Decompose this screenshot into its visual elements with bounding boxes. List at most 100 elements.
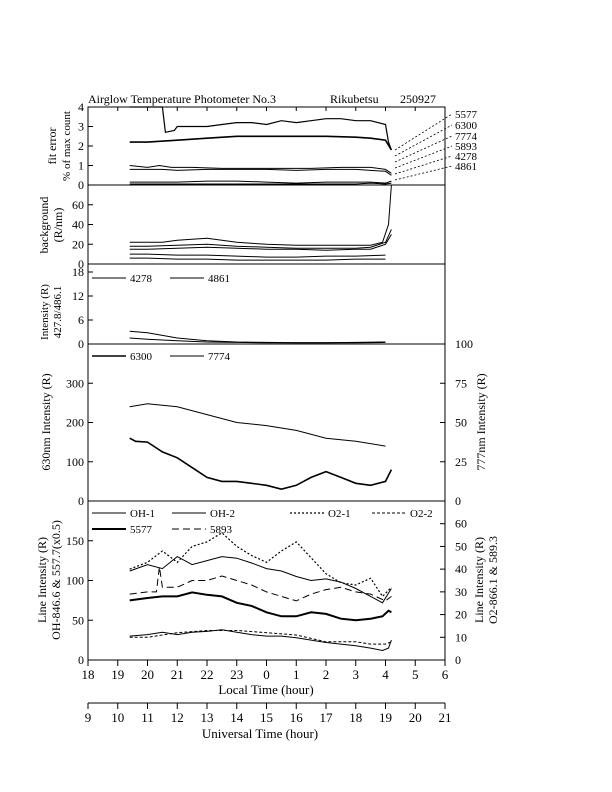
bg-series-bg-5 [129, 257, 386, 261]
line-ytick-label-right: 10 [455, 630, 467, 644]
ut-tick-label: 18 [349, 710, 362, 725]
fit-leader-4278 [394, 155, 453, 175]
bg-series-bg-1 [129, 184, 392, 246]
ut-tick-label: 16 [290, 710, 304, 725]
red-legend-6300: 6300 [130, 351, 153, 363]
fit-ytick-label: 1 [78, 159, 84, 173]
line-series-o2-2 [129, 630, 392, 645]
y-ticks: 0123402040600612180100200300025507510005… [66, 100, 473, 667]
fit-ytick-label: 0 [78, 178, 84, 192]
local-time-axis: 18 19 20 21 22 23 0 1 2 3 4 5 6 [82, 107, 449, 682]
fit-legend-4278: 4278 [455, 151, 478, 163]
lt-tick-label: 1 [293, 667, 300, 682]
ut-tick-label: 10 [111, 710, 124, 725]
line-ylabel-right: Line Intensity (R) [472, 537, 486, 623]
lt-tick-label: 20 [141, 667, 154, 682]
red-ytick-label: 0 [78, 494, 84, 508]
red-ytick-label-right: 50 [455, 416, 467, 430]
blue-ytick-label: 18 [72, 265, 84, 279]
blue-series-4861 [129, 337, 386, 344]
blue-ytick-label: 6 [78, 313, 84, 327]
ut-tick-label: 9 [85, 710, 92, 725]
red-ylabel: 630nm Intensity (R) [39, 373, 53, 470]
fit-ylabel2: % of max count [61, 111, 73, 181]
line-series-oh-1 [129, 629, 392, 652]
fit-legend-6300: 6300 [455, 120, 478, 132]
red-series-7774 [129, 403, 386, 447]
fit-series-4861 [129, 182, 392, 185]
bg-ytick-label: 0 [78, 257, 84, 271]
red-ytick-label: 100 [66, 455, 84, 469]
line-ytick-label-right: 20 [455, 608, 467, 622]
ut-tick-label: 17 [320, 710, 334, 725]
line-ytick-label: 150 [66, 534, 84, 548]
lt-tick-label: 18 [82, 667, 95, 682]
line-ytick-label-right: 0 [455, 653, 461, 667]
line-ytick-label: 50 [72, 613, 84, 627]
ut-tick-label: 21 [439, 710, 452, 725]
red-ytick-label-right: 25 [455, 455, 467, 469]
lt-tick-label: 21 [171, 667, 184, 682]
red-ytick-label-right: 100 [455, 337, 473, 351]
lt-tick-label: 6 [442, 667, 449, 682]
bg-series-bg-3 [129, 234, 392, 251]
line-ytick-label-right: 30 [455, 585, 467, 599]
fit-panel-frame [87, 106, 446, 186]
fit-series-4278 [129, 180, 392, 184]
line-legend-o2-2: O2-2 [410, 508, 433, 520]
chart-date: 250927 [400, 92, 436, 106]
fit-leader-6300 [394, 124, 453, 157]
line-series-o2-1 [129, 532, 392, 598]
fit-ytick-label: 4 [78, 100, 84, 114]
line-legend-5893: 5893 [210, 524, 233, 536]
fit-series-6300 [129, 135, 393, 151]
fit-series-7774 [129, 164, 392, 174]
red-legend-7774: 7774 [208, 351, 231, 363]
lt-tick-label: 19 [111, 667, 124, 682]
blue-ylabel2: 427.8/486.1 [52, 286, 64, 339]
line-series-5577 [129, 591, 392, 622]
ut-tick-label: 11 [141, 710, 154, 725]
line-ytick-label: 100 [66, 574, 84, 588]
bg-panel-frame [87, 184, 446, 265]
blue-legend-4861: 4861 [208, 273, 230, 285]
bg-ytick-label: 60 [72, 198, 84, 212]
fit-series-5577 [129, 106, 392, 151]
lt-tick-label: 5 [412, 667, 419, 682]
line-legend-o2-1: O2-1 [328, 508, 351, 520]
fit-ylabel: fit error [45, 128, 59, 165]
lt-tick-label: 23 [230, 667, 243, 682]
bg-series-bg-4 [129, 253, 386, 258]
local-time-label: Local Time (hour) [218, 682, 313, 697]
ut-tick-label: 14 [230, 710, 244, 725]
bg-ytick-label: 20 [72, 237, 84, 251]
bg-ylabel2: (R/nm) [51, 208, 65, 243]
fit-leader-5577 [394, 113, 453, 151]
bg-series-bg-2 [129, 229, 392, 249]
lt-tick-label: 0 [263, 667, 270, 682]
universal-time-axis: 9 10 11 12 13 14 15 16 17 18 19 20 21 [85, 703, 452, 725]
lt-tick-label: 22 [201, 667, 214, 682]
red-ytick-label: 200 [66, 416, 84, 430]
line-ylabel2: OH-846.6 & 557.7(x0.5) [49, 520, 63, 640]
red-series-6300 [129, 437, 393, 491]
series-layer [129, 106, 393, 652]
bg-ytick-label: 40 [72, 218, 84, 232]
ut-tick-label: 12 [171, 710, 184, 725]
ut-tick-label: 20 [409, 710, 422, 725]
line-legend-5577: 5577 [130, 524, 153, 536]
line-ytick-label: 0 [78, 653, 84, 667]
fit-leader-4861 [394, 165, 453, 181]
fit-ytick-label: 3 [78, 120, 84, 134]
fit-legend-5893: 5893 [455, 141, 478, 153]
line-ylabel-right2: O2-866.1 & 589.3 [486, 536, 500, 624]
fit-leader-7774 [394, 135, 453, 163]
lt-tick-label: 4 [382, 667, 389, 682]
line-ylabel: Line Intensity (R) [35, 537, 49, 623]
ut-tick-label: 13 [201, 710, 214, 725]
red-ytick-label: 300 [66, 376, 84, 390]
fit-legend-5577: 5577 [455, 109, 478, 121]
line-legend-oh-1: OH-1 [130, 508, 155, 520]
